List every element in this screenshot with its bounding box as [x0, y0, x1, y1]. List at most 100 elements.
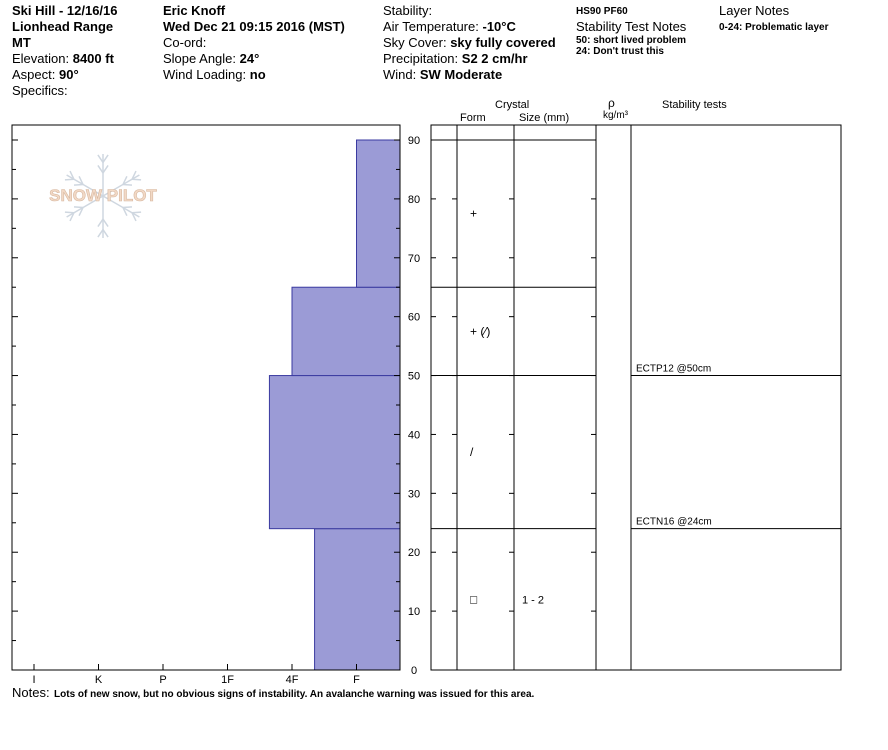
x-tick-label: I — [32, 674, 35, 686]
coord-label: Co-ord: — [163, 35, 207, 50]
snowflake-branch — [122, 207, 128, 216]
snowflake-arm — [102, 195, 140, 218]
y-tick-label: 10 — [408, 606, 420, 618]
snowflake-branch — [97, 154, 104, 163]
size-header: Size (mm) — [519, 112, 570, 124]
air-temp-value: -10°C — [482, 19, 516, 34]
snowflake-branch — [122, 206, 133, 209]
snowflake-branch — [69, 170, 75, 180]
crystal-form-symbol: + (⁄) — [470, 324, 490, 338]
stability-tests-header: Stability tests — [662, 99, 727, 111]
aspect-label: Aspect: — [12, 67, 56, 82]
layer-notes-title: Layer Notes — [719, 3, 790, 18]
hardness-layer-bar — [291, 286, 401, 377]
sky-label: Sky Cover: — [383, 35, 447, 50]
snowflake-branch — [64, 178, 74, 181]
snowflake-branch — [102, 154, 109, 163]
x-tick-label: K — [95, 674, 103, 686]
observation-datetime: Wed Dec 21 09:15 2016 (MST) — [163, 19, 345, 34]
y-tick-label: 80 — [408, 194, 420, 206]
form-header: Form — [460, 112, 486, 124]
layer-note-1: 0-24: Problematic layer — [719, 22, 829, 33]
range-name: Lionhead Range — [12, 19, 114, 34]
stability-note-2: 24: Don't trust this — [576, 46, 664, 57]
stability-test-label: ECTN16 @24cm — [636, 517, 712, 528]
wind-loading-row: Wind Loading: no — [163, 67, 266, 83]
snowpilot-logo-text: SNOW PILOT — [49, 186, 157, 205]
snowflake-branch — [102, 165, 109, 174]
x-tick-label: F — [353, 674, 360, 686]
precip-row: Precipitation: S2 2 cm/hr — [383, 51, 528, 67]
snowflake-branch — [132, 211, 142, 214]
crystal-form-symbol: + — [470, 207, 477, 221]
snowflake-arm — [66, 174, 104, 197]
stability-notes-title: Stability Test Notes — [576, 19, 687, 34]
snowflake-icon — [64, 154, 142, 238]
stability-note-1: 50: short lived problem — [576, 35, 687, 46]
stability-test-label: ECTP12 @50cm — [636, 364, 711, 375]
precip-label: Precipitation: — [383, 51, 459, 66]
snowflake-branch — [73, 183, 84, 186]
air-temp-label: Air Temperature: — [383, 19, 479, 34]
x-tick-label: 4F — [286, 674, 299, 686]
slope-label: Slope Angle: — [163, 51, 237, 66]
elevation-label: Elevation: — [12, 51, 70, 66]
wind-loading-value: no — [249, 67, 266, 82]
air-temp-row: Air Temperature: -10°C — [383, 19, 516, 35]
wind-value: SW Moderate — [419, 67, 503, 82]
snowflake-branch — [102, 218, 109, 227]
snowflake-branch — [97, 165, 104, 174]
x-tick-label: 1F — [221, 674, 234, 686]
elevation-row: Elevation: 8400 ft — [12, 51, 114, 67]
snowflake-branch — [97, 229, 104, 238]
snowflake-branch — [78, 207, 84, 216]
snowflake-branch — [78, 176, 84, 185]
y-tick-label: 30 — [408, 488, 420, 500]
crystal-header: Crystal — [495, 99, 530, 111]
notes-row: Notes: Lots of new snow, but no obvious … — [12, 684, 534, 702]
rho-header: ρ — [608, 96, 615, 110]
layer-table-frame — [430, 124, 842, 671]
y-tick-label: 0 — [411, 665, 417, 677]
snowflake-branch — [131, 170, 137, 180]
snowflake-branch — [131, 212, 137, 222]
y-tick-label: 40 — [408, 429, 420, 441]
snowflake-branch — [122, 176, 128, 185]
sky-row: Sky Cover: sky fully covered — [383, 35, 556, 51]
snowpilot-logo: SNOW PILOT — [49, 154, 158, 238]
crystal-form-symbol: □ — [470, 592, 477, 606]
precip-value: S2 2 cm/hr — [461, 51, 528, 66]
crystal-size-label: 1 - 2 — [522, 594, 544, 606]
aspect-value: 90° — [58, 67, 79, 82]
y-tick-label: 20 — [408, 547, 420, 559]
snowflake-branch — [97, 218, 104, 227]
y-tick-label: 50 — [408, 371, 420, 383]
density-unit-header: kg/m³ — [603, 110, 628, 121]
snowflake-branch — [122, 183, 133, 186]
crystal-form-symbol: / — [470, 445, 474, 459]
snowflake-arm — [102, 174, 140, 197]
wind-loading-label: Wind Loading: — [163, 67, 247, 82]
snowflake-branch — [132, 178, 142, 181]
wind-row: Wind: SW Moderate — [383, 67, 502, 83]
hs-pf-values: HS90 PF60 — [576, 6, 628, 17]
slope-row: Slope Angle: 24° — [163, 51, 259, 67]
snowflake-branch — [64, 211, 74, 214]
slope-value: 24° — [239, 51, 260, 66]
state-name: MT — [12, 35, 31, 50]
stability-label: Stability: — [383, 3, 433, 18]
notes-text: Lots of new snow, but no obvious signs o… — [54, 689, 535, 700]
sky-value: sky fully covered — [450, 35, 556, 50]
aspect-row: Aspect: 90° — [12, 67, 79, 83]
hardness-layer-bar — [268, 375, 401, 530]
specifics-label: Specifics: — [12, 83, 68, 98]
x-tick-label: P — [159, 674, 166, 686]
observer-name: Eric Knoff — [163, 3, 226, 18]
snowflake-branch — [102, 229, 109, 238]
hardness-layer-bar — [356, 139, 401, 288]
location-title: Ski Hill - 12/16/16 — [12, 3, 118, 18]
snowflake-arm — [66, 195, 104, 218]
elevation-value: 8400 ft — [72, 51, 114, 66]
snowflake-branch — [69, 212, 75, 222]
